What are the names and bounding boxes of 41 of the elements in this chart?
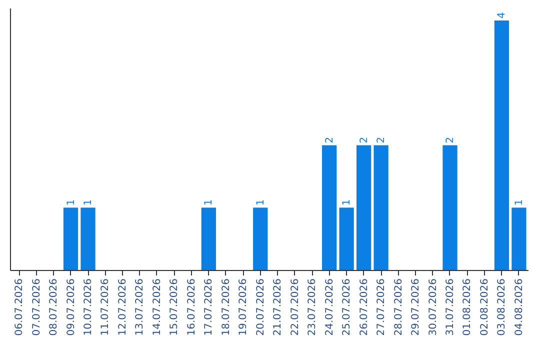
data-label: 2 (324, 136, 336, 144)
data-label: 1 (204, 199, 215, 206)
x-tick-label: 19.07.2026 (238, 278, 250, 336)
x-tick-label: 26.07.2026 (358, 278, 370, 336)
x-tick-label: 12.07.2026 (117, 278, 128, 336)
data-label: 2 (445, 136, 456, 144)
x-tick-label: 25.07.2026 (342, 278, 353, 336)
x-tick-label: 31.07.2026 (445, 278, 456, 336)
x-tick-label: 21.07.2026 (272, 278, 284, 336)
x-tick-label: 24.07.2026 (324, 278, 336, 336)
x-tick-label: 28.07.2026 (393, 278, 404, 336)
x-tick-label: 03.08.2026 (496, 278, 508, 336)
x-tick-label: 15.07.2026 (169, 278, 180, 336)
x-tick-label: 09.07.2026 (66, 278, 77, 336)
x-tick-label: 06.07.2026 (14, 278, 26, 336)
x-tick-label: 10.07.2026 (83, 278, 94, 336)
x-tick-label: 16.07.2026 (186, 278, 198, 336)
x-tick-label: 04.08.2026 (514, 278, 525, 336)
x-tick-label: 13.07.2026 (134, 278, 146, 336)
x-tick-label: 23.07.2026 (307, 278, 318, 336)
x-tick-label: 02.08.2026 (479, 278, 490, 336)
x-tick-label: 07.07.2026 (31, 278, 42, 336)
x-tick-label: 22.07.2026 (290, 278, 301, 336)
x-tick-label: 20.07.2026 (255, 278, 266, 336)
data-label: 4 (496, 12, 508, 18)
data-label: 1 (514, 199, 525, 206)
x-tick-label: 29.07.2026 (410, 278, 422, 336)
data-label: 1 (66, 199, 77, 206)
data-label: 2 (376, 136, 388, 144)
x-tick-label: 01.08.2026 (462, 278, 474, 336)
data-label: 1 (255, 199, 266, 206)
data-label: 1 (83, 199, 94, 206)
x-tick-label: 17.07.2026 (204, 278, 215, 336)
x-tick-label: 18.07.2026 (220, 278, 232, 336)
x-tick-label: 30.07.2026 (428, 278, 439, 336)
x-tick-label: 27.07.2026 (376, 278, 388, 336)
data-label: 2 (358, 136, 370, 144)
x-tick-label: 11.07.2026 (100, 278, 112, 336)
data-label: 1 (342, 199, 353, 206)
x-tick-label: 08.07.2026 (48, 278, 60, 336)
x-tick-label: 14.07.2026 (152, 278, 163, 336)
